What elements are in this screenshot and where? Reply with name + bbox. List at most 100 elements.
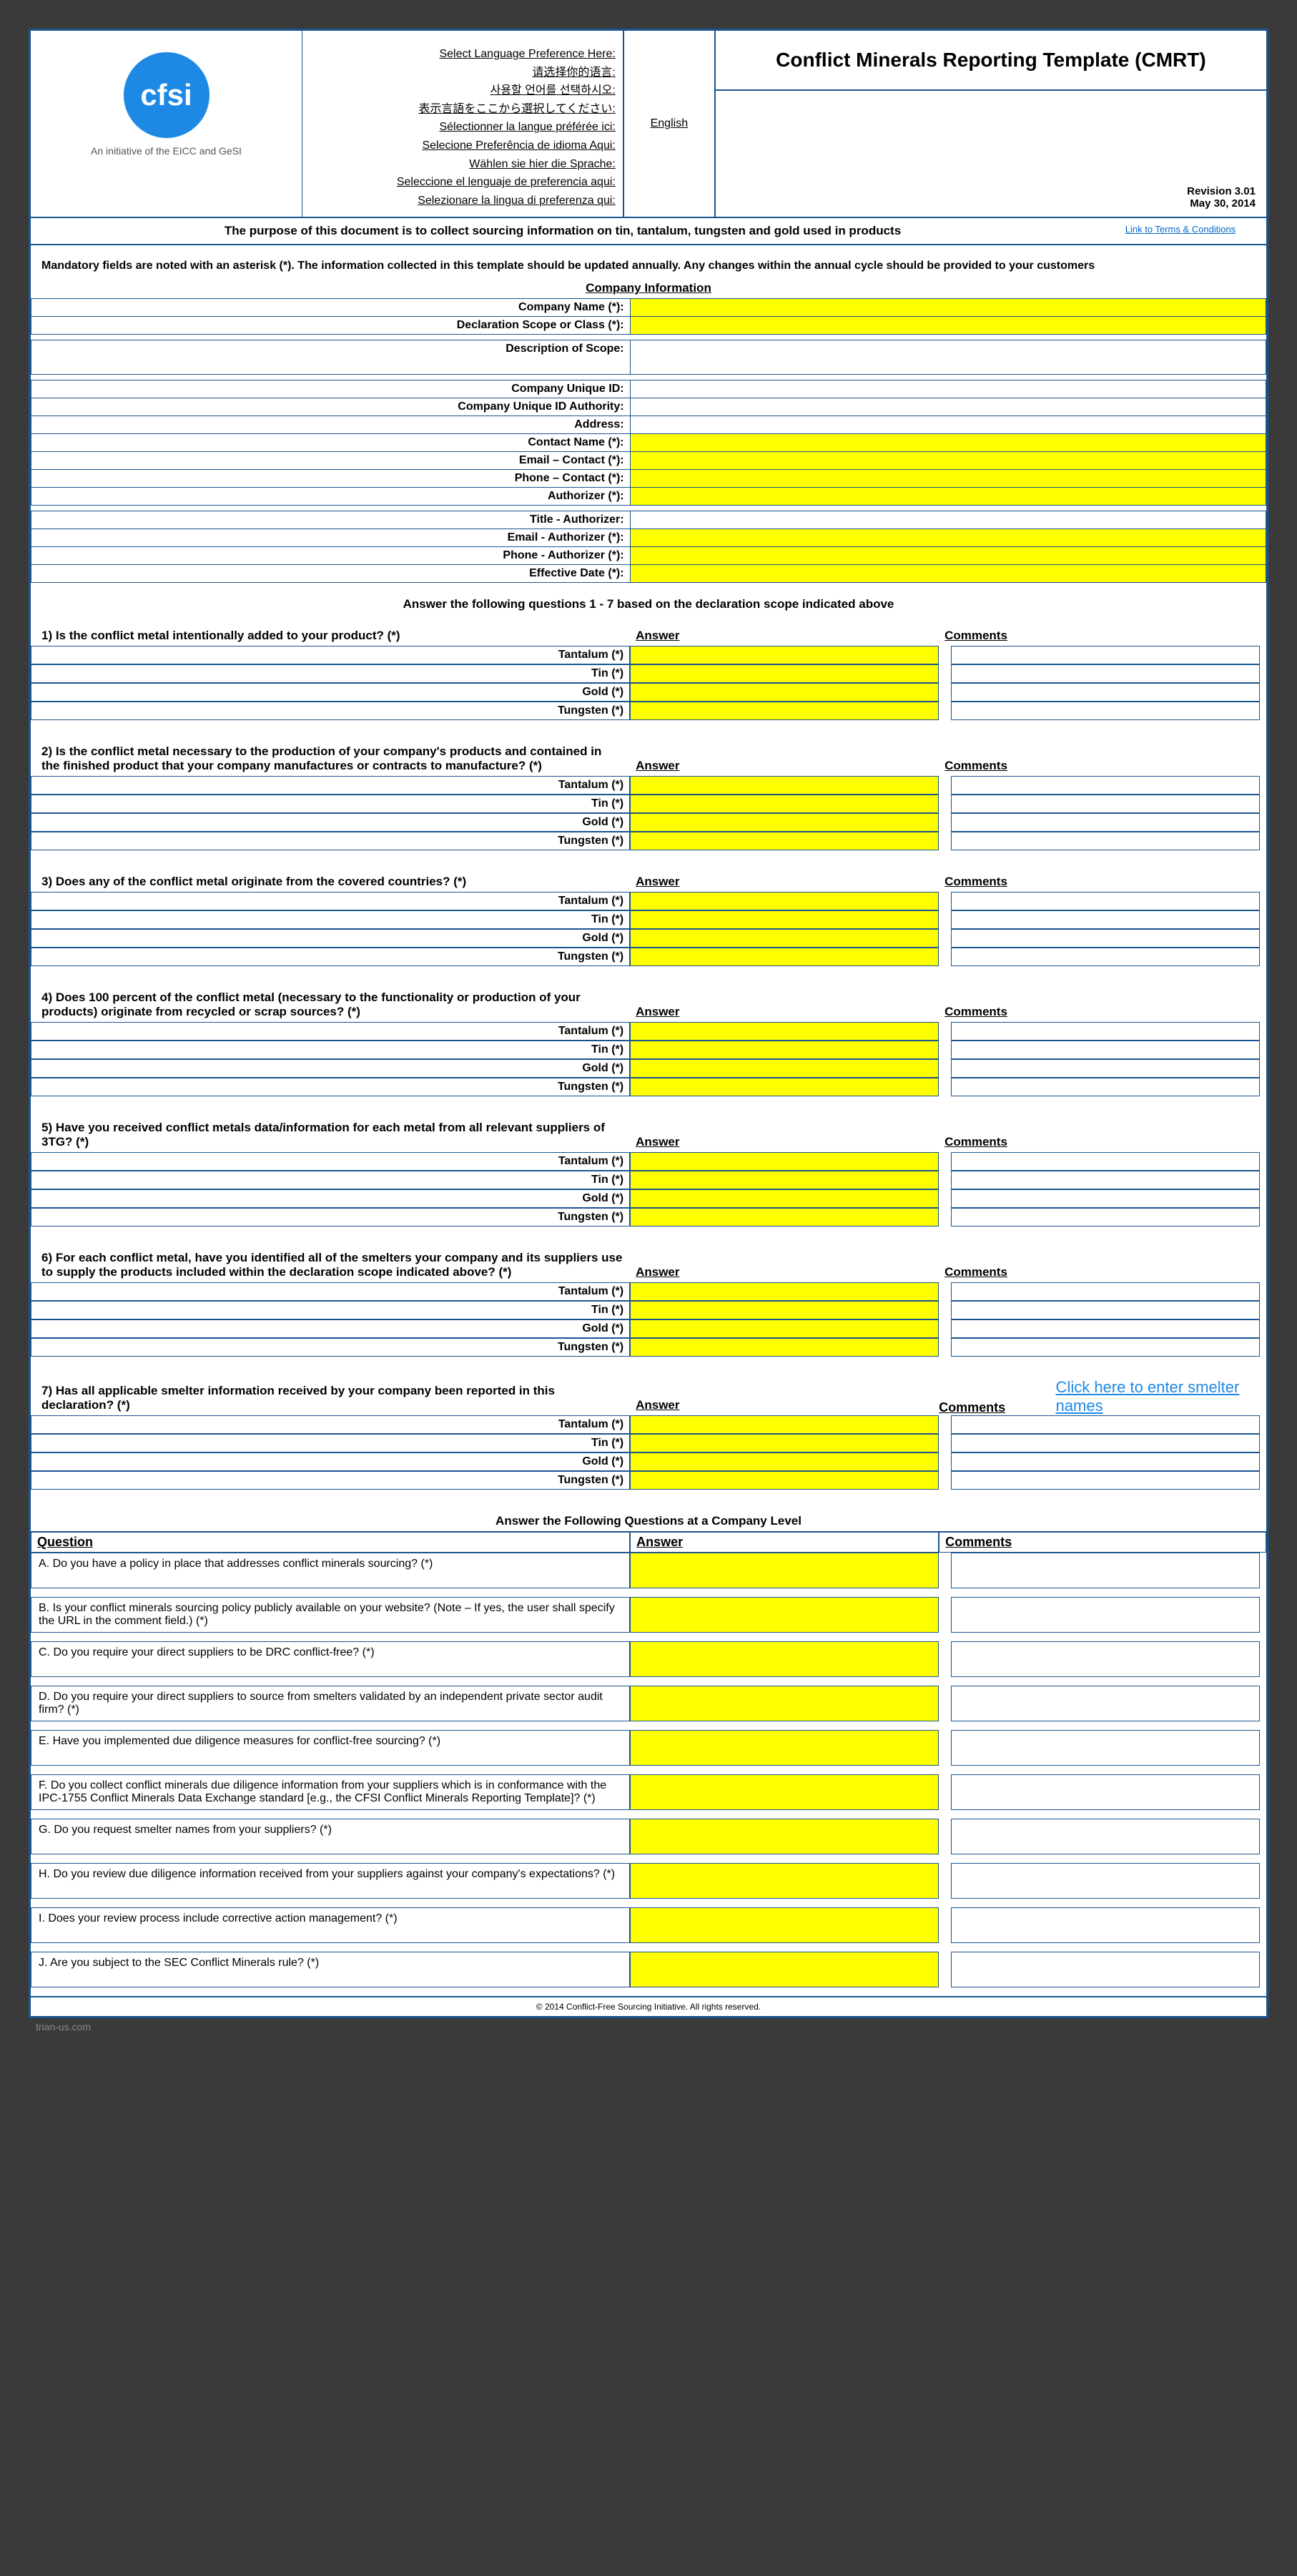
answer-input-q3-gold[interactable] <box>630 929 939 948</box>
answer-input-q4-tungsten[interactable] <box>630 1078 939 1096</box>
comment-input-q1-tantalum[interactable] <box>951 646 1260 664</box>
comment-input-q7-tantalum[interactable] <box>951 1415 1260 1434</box>
comment-input-q1-gold[interactable] <box>951 683 1260 702</box>
comment-input-q2-tungsten[interactable] <box>951 832 1260 850</box>
answer-input-q2-gold[interactable] <box>630 813 939 832</box>
input-company-name[interactable] <box>630 299 1266 317</box>
cq-answer-a[interactable] <box>630 1553 939 1588</box>
input-id-authority[interactable] <box>630 398 1266 416</box>
answer-input-q3-tantalum[interactable] <box>630 892 939 910</box>
answer-input-q6-tin[interactable] <box>630 1301 939 1319</box>
lang-ja[interactable]: 表示言語をここから選択してください: <box>310 100 616 119</box>
cq-answer-e[interactable] <box>630 1730 939 1766</box>
cq-answer-b[interactable] <box>630 1597 939 1633</box>
input-contact-email[interactable] <box>630 452 1266 470</box>
answer-input-q3-tin[interactable] <box>630 910 939 929</box>
comment-input-q2-gold[interactable] <box>951 813 1260 832</box>
input-authorizer[interactable] <box>630 488 1266 506</box>
cq-answer-h[interactable] <box>630 1863 939 1899</box>
comment-input-q4-tungsten[interactable] <box>951 1078 1260 1096</box>
comment-input-q7-tungsten[interactable] <box>951 1471 1260 1490</box>
lang-ko[interactable]: 사용할 언어를 선택하시오: <box>310 82 616 100</box>
input-phone-authorizer[interactable] <box>630 547 1266 565</box>
lang-zh[interactable]: 请选择你的语言: <box>310 64 616 82</box>
lang-de[interactable]: Wählen sie hier die Sprache: <box>310 155 616 174</box>
input-declaration-scope[interactable] <box>630 317 1266 335</box>
comment-input-q4-tantalum[interactable] <box>951 1022 1260 1041</box>
answer-input-q4-tin[interactable] <box>630 1041 939 1059</box>
terms-link[interactable]: Link to Terms & Conditions <box>1095 218 1266 244</box>
answer-input-q3-tungsten[interactable] <box>630 948 939 966</box>
comment-input-q3-tantalum[interactable] <box>951 892 1260 910</box>
answer-input-q1-tin[interactable] <box>630 664 939 683</box>
comment-input-q2-tantalum[interactable] <box>951 776 1260 795</box>
answer-input-q2-tin[interactable] <box>630 795 939 813</box>
lang-pt[interactable]: Selecione Preferência de idioma Aqui: <box>310 137 616 155</box>
answer-input-q4-tantalum[interactable] <box>630 1022 939 1041</box>
answer-input-q2-tungsten[interactable] <box>630 832 939 850</box>
answer-input-q7-gold[interactable] <box>630 1452 939 1471</box>
cq-answer-j[interactable] <box>630 1952 939 1987</box>
answer-input-q6-tungsten[interactable] <box>630 1338 939 1357</box>
comment-input-q6-tungsten[interactable] <box>951 1338 1260 1357</box>
answer-input-q1-gold[interactable] <box>630 683 939 702</box>
input-effective-date[interactable] <box>630 565 1266 583</box>
input-description[interactable] <box>630 340 1266 375</box>
answer-input-q5-tantalum[interactable] <box>630 1152 939 1171</box>
lang-es[interactable]: Seleccione el lenguaje de preferencia aq… <box>310 173 616 192</box>
comment-input-q5-tantalum[interactable] <box>951 1152 1260 1171</box>
comment-input-q3-tin[interactable] <box>951 910 1260 929</box>
answer-input-q5-gold[interactable] <box>630 1189 939 1208</box>
comment-input-q5-tungsten[interactable] <box>951 1208 1260 1226</box>
comment-input-q1-tungsten[interactable] <box>951 702 1260 720</box>
comment-input-q4-gold[interactable] <box>951 1059 1260 1078</box>
comment-input-q6-tantalum[interactable] <box>951 1282 1260 1301</box>
input-contact-name[interactable] <box>630 434 1266 452</box>
comment-input-q6-gold[interactable] <box>951 1319 1260 1338</box>
answer-input-q5-tungsten[interactable] <box>630 1208 939 1226</box>
comment-input-q4-tin[interactable] <box>951 1041 1260 1059</box>
answer-input-q1-tantalum[interactable] <box>630 646 939 664</box>
cq-comment-i[interactable] <box>951 1907 1260 1943</box>
smelter-link[interactable]: Click here to enter smelter names <box>1042 1378 1266 1415</box>
input-email-authorizer[interactable] <box>630 529 1266 547</box>
cq-comment-b[interactable] <box>951 1597 1260 1633</box>
answer-input-q6-gold[interactable] <box>630 1319 939 1338</box>
cq-answer-d[interactable] <box>630 1686 939 1721</box>
input-unique-id[interactable] <box>630 380 1266 398</box>
comment-input-q7-tin[interactable] <box>951 1434 1260 1452</box>
cq-answer-g[interactable] <box>630 1819 939 1854</box>
comment-input-q7-gold[interactable] <box>951 1452 1260 1471</box>
comment-input-q6-tin[interactable] <box>951 1301 1260 1319</box>
comment-input-q5-gold[interactable] <box>951 1189 1260 1208</box>
cq-comment-c[interactable] <box>951 1641 1260 1677</box>
cq-comment-h[interactable] <box>951 1863 1260 1899</box>
comment-input-q1-tin[interactable] <box>951 664 1260 683</box>
answer-input-q1-tungsten[interactable] <box>630 702 939 720</box>
cq-comment-e[interactable] <box>951 1730 1260 1766</box>
cq-answer-f[interactable] <box>630 1774 939 1810</box>
selected-language[interactable]: English <box>623 31 716 217</box>
cq-answer-i[interactable] <box>630 1907 939 1943</box>
cq-comment-g[interactable] <box>951 1819 1260 1854</box>
answer-input-q2-tantalum[interactable] <box>630 776 939 795</box>
cq-comment-f[interactable] <box>951 1774 1260 1810</box>
lang-it[interactable]: Selezionare la lingua di preferenza qui: <box>310 192 616 210</box>
comment-input-q5-tin[interactable] <box>951 1171 1260 1189</box>
input-title-authorizer[interactable] <box>630 511 1266 529</box>
cq-comment-d[interactable] <box>951 1686 1260 1721</box>
comment-input-q3-gold[interactable] <box>951 929 1260 948</box>
answer-input-q7-tantalum[interactable] <box>630 1415 939 1434</box>
answer-input-q7-tungsten[interactable] <box>630 1471 939 1490</box>
cq-comment-a[interactable] <box>951 1553 1260 1588</box>
answer-input-q6-tantalum[interactable] <box>630 1282 939 1301</box>
cq-comment-j[interactable] <box>951 1952 1260 1987</box>
input-address[interactable] <box>630 416 1266 434</box>
lang-fr[interactable]: Sélectionner la langue préférée ici: <box>310 118 616 137</box>
input-contact-phone[interactable] <box>630 470 1266 488</box>
comment-input-q3-tungsten[interactable] <box>951 948 1260 966</box>
answer-input-q4-gold[interactable] <box>630 1059 939 1078</box>
answer-input-q5-tin[interactable] <box>630 1171 939 1189</box>
comment-input-q2-tin[interactable] <box>951 795 1260 813</box>
cq-answer-c[interactable] <box>630 1641 939 1677</box>
